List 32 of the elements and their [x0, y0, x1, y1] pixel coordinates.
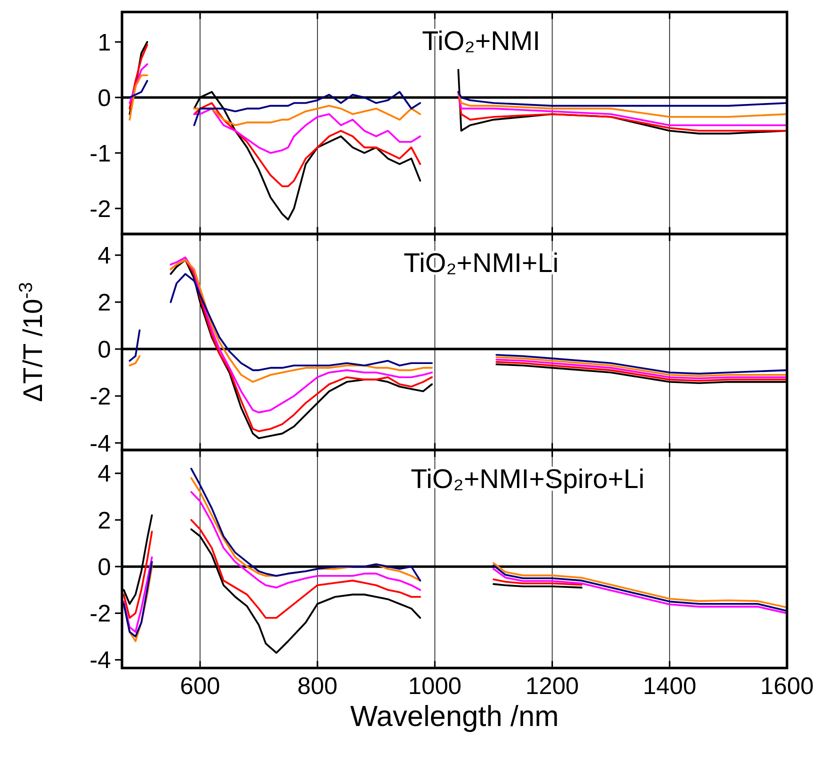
x-tick-label: 1600 — [760, 673, 814, 700]
x-tick-label: 1000 — [408, 673, 462, 700]
y-tick-label: -4 — [90, 430, 111, 458]
y-tick-label: 1 — [98, 29, 111, 56]
x-tick-label: 1200 — [526, 673, 579, 700]
x-tick-label: 1400 — [642, 673, 696, 700]
y-tick-label: -2 — [90, 383, 111, 410]
line-series — [190, 519, 422, 619]
y-tick-label: 2 — [98, 507, 111, 534]
line-series — [457, 91, 787, 107]
line-series — [193, 91, 422, 126]
y-tick-label: -4 — [90, 647, 111, 674]
y-tick-label: -2 — [90, 196, 111, 223]
y-tick-label: 2 — [98, 289, 111, 316]
line-series — [128, 80, 148, 98]
y-tick-label: 0 — [98, 84, 111, 112]
x-axis-title: Wavelength /nm — [350, 701, 559, 733]
y-tick-label: 4 — [98, 460, 111, 488]
line-series — [193, 108, 422, 154]
y-tick-label: 4 — [98, 242, 111, 270]
line-series — [128, 63, 148, 104]
line-series — [457, 91, 787, 118]
line-series — [193, 102, 422, 188]
line-series — [170, 273, 433, 372]
y-tick-label: 0 — [98, 554, 111, 581]
y-tick-label: -2 — [90, 600, 111, 628]
line-series — [193, 104, 422, 126]
x-tick-label: 800 — [297, 673, 338, 700]
x-tick-label: 600 — [180, 673, 220, 700]
y-tick-label: -1 — [90, 140, 111, 168]
y-tick-label: 0 — [98, 336, 111, 364]
line-series — [122, 530, 153, 619]
